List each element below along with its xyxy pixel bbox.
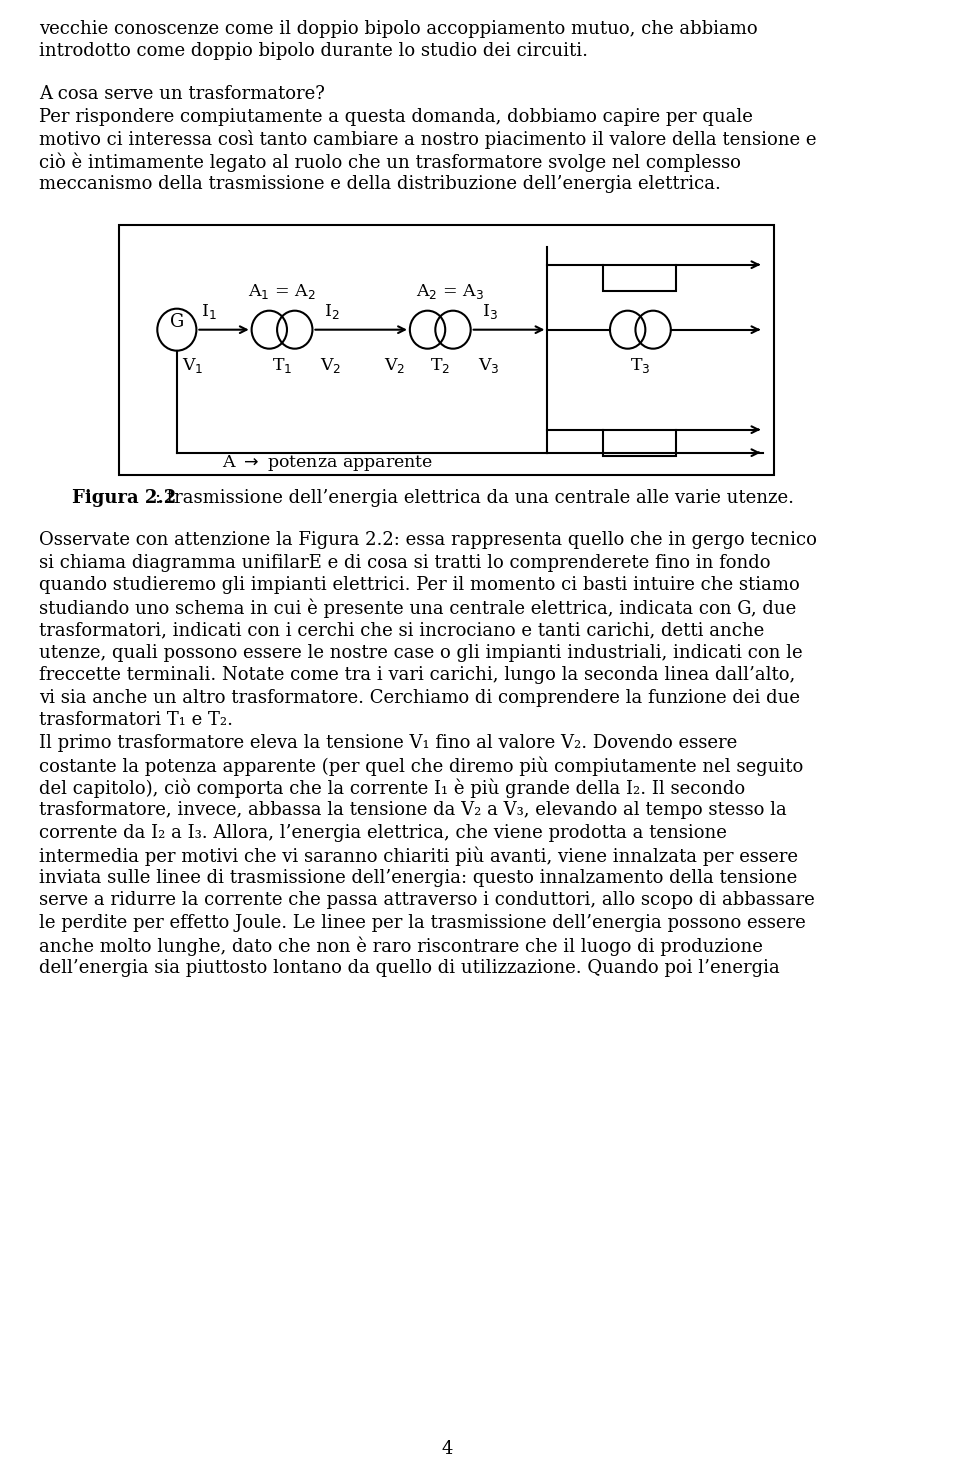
Text: : trasmissione dell’energia elettrica da una centrale alle varie utenze.: : trasmissione dell’energia elettrica da… — [156, 489, 795, 506]
Text: T$_3$: T$_3$ — [630, 356, 651, 375]
Text: del capitolo), ciò comporta che la corrente I₁ è più grande della I₂. Il secondo: del capitolo), ciò comporta che la corre… — [39, 778, 745, 799]
Text: A cosa serve un trasformatore?: A cosa serve un trasformatore? — [39, 85, 325, 104]
Bar — [119, 225, 775, 474]
Text: introdotto come doppio bipolo durante lo studio dei circuiti.: introdotto come doppio bipolo durante lo… — [39, 42, 588, 60]
Text: motivo ci interessa così tanto cambiare a nostro piacimento il valore della tens: motivo ci interessa così tanto cambiare … — [39, 130, 817, 149]
Text: Il primo trasformatore eleva la tensione V₁ fino al valore V₂. Dovendo essere: Il primo trasformatore eleva la tensione… — [39, 734, 737, 752]
Text: V$_3$: V$_3$ — [478, 356, 500, 375]
Text: freccette terminali. Notate come tra i vari carichi, lungo la seconda linea dall: freccette terminali. Notate come tra i v… — [39, 666, 795, 685]
Text: T$_2$: T$_2$ — [430, 356, 450, 375]
Bar — [603, 265, 676, 291]
Text: Per rispondere compiutamente a questa domanda, dobbiamo capire per quale: Per rispondere compiutamente a questa do… — [39, 108, 753, 126]
Text: Osservate con attenzione la Figura 2.2: essa rappresenta quello che in gergo tec: Osservate con attenzione la Figura 2.2: … — [39, 531, 817, 550]
Text: inviata sulle linee di trasmissione dell’energia: questo innalzamento della tens: inviata sulle linee di trasmissione dell… — [39, 869, 798, 887]
Text: A $\rightarrow$ potenza apparente: A $\rightarrow$ potenza apparente — [222, 452, 433, 473]
Text: G: G — [170, 313, 184, 331]
Text: le perdite per effetto Joule. Le linee per la trasmissione dell’energia possono : le perdite per effetto Joule. Le linee p… — [39, 914, 805, 932]
Text: studiando uno schema in cui è presente una centrale elettrica, indicata con G, d: studiando uno schema in cui è presente u… — [39, 598, 797, 619]
Text: trasformatori T₁ e T₂.: trasformatori T₁ e T₂. — [39, 711, 233, 730]
Text: vi sia anche un altro trasformatore. Cerchiamo di comprendere la funzione dei du: vi sia anche un altro trasformatore. Cer… — [39, 689, 800, 707]
Text: I$_2$: I$_2$ — [324, 301, 339, 320]
Text: dell’energia sia piuttosto lontano da quello di utilizzazione. Quando poi l’ener: dell’energia sia piuttosto lontano da qu… — [39, 958, 780, 977]
Text: quando studieremo gli impianti elettrici. Per il momento ci basti intuire che st: quando studieremo gli impianti elettrici… — [39, 576, 800, 594]
Text: 4: 4 — [441, 1440, 452, 1457]
Text: vecchie conoscenze come il doppio bipolo accoppiamento mutuo, che abbiamo: vecchie conoscenze come il doppio bipolo… — [39, 20, 757, 38]
Text: T$_1$: T$_1$ — [272, 356, 292, 375]
Bar — [603, 430, 676, 455]
Text: costante la potenza apparente (per quel che diremo più compiutamente nel seguito: costante la potenza apparente (per quel … — [39, 756, 804, 775]
Text: corrente da I₂ a I₃. Allora, l’energia elettrica, che viene prodotta a tensione: corrente da I₂ a I₃. Allora, l’energia e… — [39, 824, 727, 841]
Text: I$_1$: I$_1$ — [201, 301, 217, 320]
Text: V$_1$: V$_1$ — [181, 356, 203, 375]
Text: anche molto lunghe, dato che non è raro riscontrare che il luogo di produzione: anche molto lunghe, dato che non è raro … — [39, 936, 763, 955]
Text: utenze, quali possono essere le nostre case o gli impianti industriali, indicati: utenze, quali possono essere le nostre c… — [39, 644, 803, 661]
Text: trasformatori, indicati con i cerchi che si incrociano e tanti carichi, detti an: trasformatori, indicati con i cerchi che… — [39, 622, 764, 639]
Text: serve a ridurre la corrente che passa attraverso i conduttori, allo scopo di abb: serve a ridurre la corrente che passa at… — [39, 891, 815, 910]
Text: A$_2$ = A$_3$: A$_2$ = A$_3$ — [416, 282, 484, 301]
Text: A$_1$ = A$_2$: A$_1$ = A$_2$ — [248, 282, 316, 301]
Text: meccanismo della trasmissione e della distribuzione dell’energia elettrica.: meccanismo della trasmissione e della di… — [39, 176, 721, 193]
Text: intermedia per motivi che vi saranno chiariti più avanti, viene innalzata per es: intermedia per motivi che vi saranno chi… — [39, 846, 798, 866]
Text: V$_2$: V$_2$ — [320, 356, 342, 375]
Text: si chiama diagramma unifilarE e di cosa si tratti lo comprenderete fino in fondo: si chiama diagramma unifilarE e di cosa … — [39, 554, 771, 572]
Text: Figura 2.2: Figura 2.2 — [72, 489, 176, 506]
Text: ciò è intimamente legato al ruolo che un trasformatore svolge nel complesso: ciò è intimamente legato al ruolo che un… — [39, 152, 741, 173]
Text: trasformatore, invece, abbassa la tensione da V₂ a V₃, elevando al tempo stesso : trasformatore, invece, abbassa la tensio… — [39, 802, 787, 819]
Text: I$_3$: I$_3$ — [482, 301, 497, 320]
Text: V$_2$: V$_2$ — [384, 356, 405, 375]
